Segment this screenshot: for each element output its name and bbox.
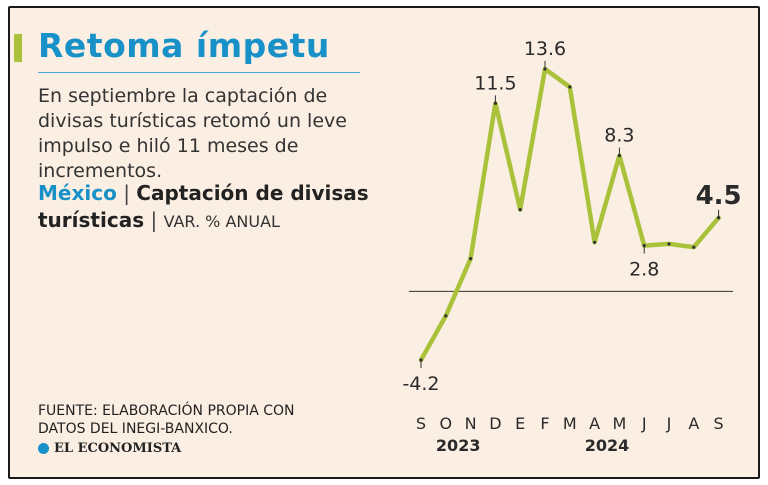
x-tick-label: D bbox=[489, 414, 501, 433]
unit-label: VAR. % ANUAL bbox=[163, 212, 280, 231]
data-point bbox=[593, 240, 597, 244]
x-tick-label: A bbox=[688, 414, 699, 433]
x-tick-label: E bbox=[515, 414, 525, 433]
data-point bbox=[444, 314, 448, 318]
series-line bbox=[418, 66, 721, 363]
metric-label: Captación de divisas turísticas bbox=[38, 181, 369, 232]
data-point bbox=[692, 245, 696, 249]
data-label: -4.2 bbox=[402, 373, 439, 395]
el-economista-logo-icon bbox=[38, 443, 49, 454]
data-point bbox=[568, 85, 572, 89]
data-point bbox=[469, 257, 473, 261]
infographic-card: Retoma ímpetu En septiembre la captación… bbox=[8, 6, 760, 479]
subtitle-separator: | bbox=[123, 181, 130, 205]
x-tick-label: S bbox=[416, 414, 426, 433]
accent-bar bbox=[14, 34, 22, 62]
year-label: 2023 bbox=[436, 436, 481, 455]
x-tick-label: J bbox=[666, 414, 672, 433]
x-tick-label: J bbox=[641, 414, 647, 433]
data-label: 4.5 bbox=[696, 181, 742, 211]
data-label: 2.8 bbox=[629, 259, 659, 281]
source-note: FUENTE: ELABORACIÓN PROPIA CON DATOS DEL… bbox=[38, 403, 295, 437]
country-label: México bbox=[38, 181, 117, 205]
x-tick-label: A bbox=[589, 414, 600, 433]
data-point bbox=[518, 207, 522, 212]
data-label: 8.3 bbox=[604, 125, 634, 147]
x-tick-label: N bbox=[465, 414, 477, 433]
title-rule bbox=[38, 72, 360, 73]
page-title: Retoma ímpetu bbox=[38, 26, 330, 65]
data-label: 13.6 bbox=[524, 38, 566, 60]
x-tick-label: M bbox=[612, 414, 626, 433]
x-tick-label: O bbox=[440, 414, 453, 433]
logo-text: EL ECONOMISTA bbox=[54, 441, 182, 456]
x-tick-label: S bbox=[714, 414, 724, 433]
year-label: 2024 bbox=[585, 436, 630, 455]
data-point bbox=[667, 242, 671, 246]
x-tick-label: M bbox=[563, 414, 577, 433]
publisher-logo: EL ECONOMISTA bbox=[38, 441, 181, 456]
dek-text: En septiembre la captación de divisas tu… bbox=[38, 85, 347, 182]
data-label: 11.5 bbox=[474, 72, 516, 94]
x-tick-label: F bbox=[540, 414, 549, 433]
chart-subtitle: México | Captación de divisas turísticas… bbox=[38, 180, 383, 235]
subtitle-separator-2: | bbox=[150, 208, 158, 232]
